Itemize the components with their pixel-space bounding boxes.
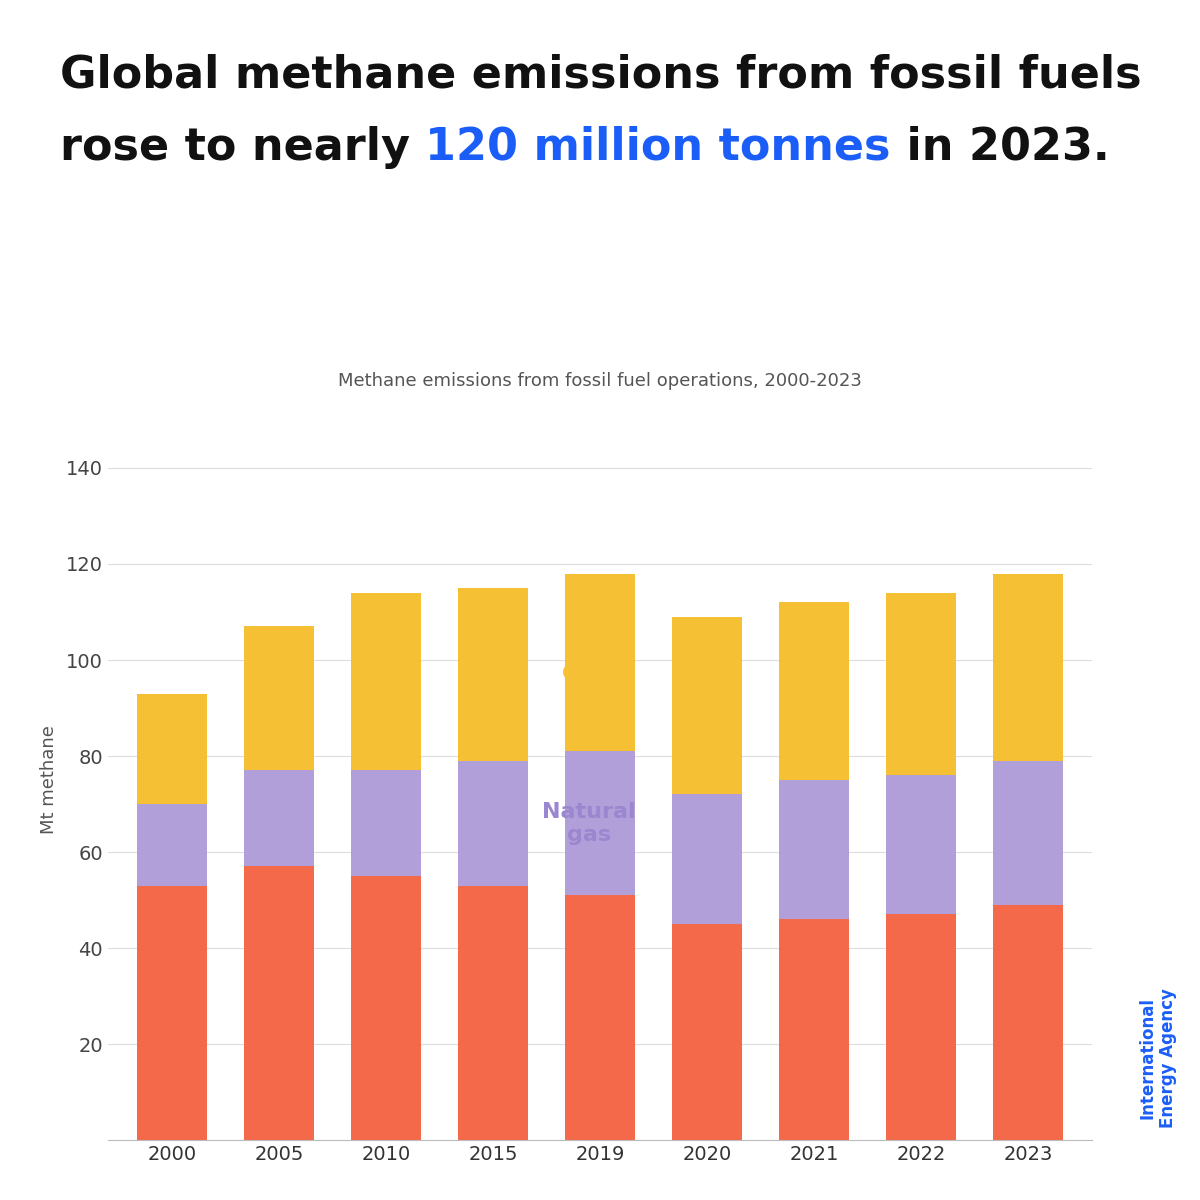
Bar xyxy=(245,770,314,866)
Text: in 2023.: in 2023. xyxy=(892,126,1110,169)
Text: Methane emissions from fossil fuel operations, 2000-2023: Methane emissions from fossil fuel opera… xyxy=(338,372,862,390)
Bar xyxy=(886,593,955,775)
Bar xyxy=(565,895,635,1140)
Bar xyxy=(886,775,955,914)
Bar xyxy=(245,866,314,1140)
Bar xyxy=(994,905,1062,1140)
Text: Coal: Coal xyxy=(562,665,617,684)
Bar xyxy=(672,617,742,794)
Y-axis label: Mt methane: Mt methane xyxy=(40,726,58,834)
Bar xyxy=(138,694,206,804)
Text: 120 million tonnes: 120 million tonnes xyxy=(426,126,890,169)
Bar xyxy=(352,876,421,1140)
Bar xyxy=(886,914,955,1140)
Bar xyxy=(994,574,1062,761)
Bar xyxy=(779,919,848,1140)
Bar xyxy=(779,780,848,919)
Bar xyxy=(138,886,206,1140)
Bar xyxy=(672,924,742,1140)
Bar xyxy=(352,593,421,770)
Bar xyxy=(245,626,314,770)
Text: rose to nearly: rose to nearly xyxy=(60,126,426,169)
Bar xyxy=(458,886,528,1140)
Bar xyxy=(779,602,848,780)
Bar xyxy=(672,794,742,924)
Bar xyxy=(138,804,206,886)
Text: Global methane emissions from fossil fuels: Global methane emissions from fossil fue… xyxy=(60,54,1141,97)
Text: Oil: Oil xyxy=(690,1022,724,1042)
Bar xyxy=(352,770,421,876)
Bar xyxy=(565,574,635,751)
Bar xyxy=(565,751,635,895)
Text: Natural
gas: Natural gas xyxy=(542,802,636,845)
Bar xyxy=(994,761,1062,905)
Text: International
Energy Agency: International Energy Agency xyxy=(1139,988,1177,1128)
Bar xyxy=(458,761,528,886)
Bar xyxy=(458,588,528,761)
